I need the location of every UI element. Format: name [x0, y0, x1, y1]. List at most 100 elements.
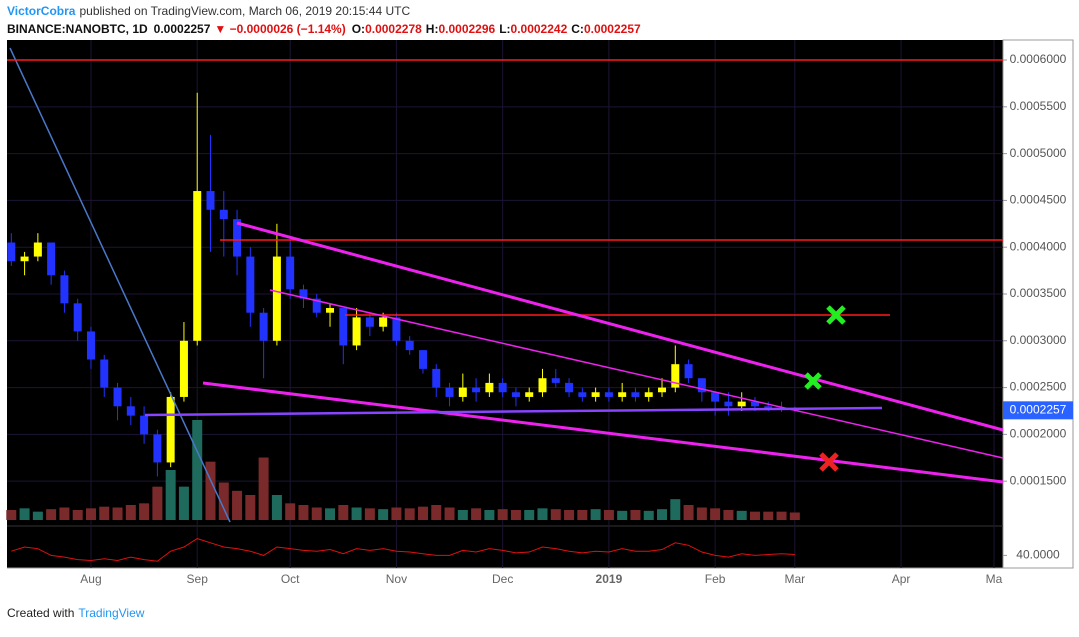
volume-bar	[577, 510, 588, 520]
target-mark	[826, 305, 846, 325]
candle-body	[339, 308, 348, 346]
volume-bar	[338, 505, 349, 520]
volume-bar	[112, 507, 123, 520]
symbol-line: BINANCE:NANOBTC, 1D 0.0002257 ▼ −0.0000026…	[7, 22, 641, 36]
candle-body	[644, 392, 653, 397]
candle-body	[259, 312, 268, 341]
candle-body	[60, 275, 69, 304]
x-tick-label: Dec	[492, 572, 513, 586]
volume-bar	[125, 505, 136, 520]
target-mark	[804, 372, 822, 390]
volume-bar	[59, 507, 70, 520]
author[interactable]: VictorCobra	[7, 4, 76, 18]
published: published on TradingView.com, March 06, …	[79, 4, 410, 18]
candle-body	[326, 308, 335, 313]
candle-body	[7, 242, 16, 262]
volume-bar	[258, 457, 269, 520]
candle-body	[140, 415, 149, 435]
candle-body	[737, 401, 746, 407]
volume-bar	[351, 507, 362, 520]
y-tick-label: 0.0002500	[1010, 380, 1067, 394]
candle-body	[485, 382, 494, 393]
candle-body	[697, 378, 706, 393]
x-tick-label: Aug	[80, 572, 101, 586]
candle-body	[750, 401, 759, 407]
candle-body	[658, 387, 667, 393]
volume-bar	[736, 510, 747, 520]
volume-bar	[776, 511, 787, 520]
candle-body	[432, 368, 441, 388]
x-tick-label: Apr	[892, 572, 911, 586]
volume-bar	[457, 510, 468, 520]
candle-body	[565, 382, 574, 393]
volume-bar	[524, 510, 535, 520]
y-tick-label: 0.0004500	[1010, 193, 1067, 207]
volume-bar	[683, 505, 694, 520]
volume-bar	[417, 506, 428, 520]
candle-body	[711, 392, 720, 402]
candle-body	[604, 392, 613, 397]
candle-body	[445, 387, 454, 397]
candle-body	[233, 219, 242, 257]
volume-bar	[218, 482, 229, 520]
volume-bar	[603, 510, 614, 520]
volume-bar	[630, 510, 641, 520]
volume-bar	[471, 508, 482, 520]
volume-bar	[72, 510, 83, 520]
candle-body	[591, 392, 600, 397]
volume-bar	[245, 495, 256, 520]
candle-body	[47, 242, 56, 276]
candle-body	[418, 350, 427, 369]
volume-bar	[19, 508, 30, 520]
y-tick-label: 0.0002000	[1010, 427, 1067, 441]
wedge-line	[202, 381, 1004, 484]
x-tick-label: Nov	[386, 572, 407, 586]
candle-body	[286, 256, 295, 290]
volume-bar	[311, 507, 322, 520]
candle-body	[179, 340, 188, 397]
candle-body	[33, 242, 42, 257]
brand[interactable]: TradingView	[78, 606, 144, 620]
y-tick-label: 0.0001500	[1010, 473, 1067, 487]
y-tick-label: 0.0003000	[1010, 333, 1067, 347]
y-tick-label: 40.0000	[1016, 548, 1060, 562]
volume-bar	[444, 507, 455, 520]
candle-body	[392, 317, 401, 341]
volume-bar	[364, 508, 375, 520]
footer: Created with TradingView	[7, 606, 145, 620]
candle-body	[312, 298, 321, 313]
volume-bar	[391, 507, 402, 520]
x-tick-label: Ma	[986, 572, 1003, 586]
candle-body	[538, 378, 547, 393]
volume-bar	[657, 509, 668, 520]
invalid-mark	[819, 452, 839, 472]
ohlc-key: L:	[499, 22, 510, 36]
candle-body	[405, 340, 414, 351]
volume-bar	[378, 509, 389, 520]
candle-body	[618, 392, 627, 397]
candle-body	[20, 256, 29, 262]
candle-body	[684, 364, 693, 379]
trend-line	[9, 47, 231, 523]
volume-bar	[510, 510, 521, 520]
candle-body	[764, 406, 773, 409]
ohlc-value: 0.0002242	[511, 22, 568, 36]
symbol: BINANCE:NANOBTC, 1D	[7, 22, 148, 36]
volume-bar	[152, 486, 163, 520]
volume-bar	[497, 509, 508, 520]
candle-body	[299, 289, 308, 299]
last-price-box	[1003, 401, 1073, 420]
candle-body	[458, 387, 467, 397]
ohlc-value: 0.0002257	[584, 22, 641, 36]
y-tick-label: 0.0003500	[1010, 286, 1067, 300]
x-tick-label: Sep	[187, 572, 209, 586]
last-price: 0.0002257	[154, 22, 211, 36]
candle-body	[472, 387, 481, 393]
header-line: VictorCobra published on TradingView.com,…	[7, 4, 410, 18]
candle-body	[724, 401, 733, 407]
volume-bar	[550, 509, 561, 520]
candle-body	[193, 191, 202, 341]
volume-bar	[139, 503, 150, 520]
ohlc-key: C:	[571, 22, 584, 36]
